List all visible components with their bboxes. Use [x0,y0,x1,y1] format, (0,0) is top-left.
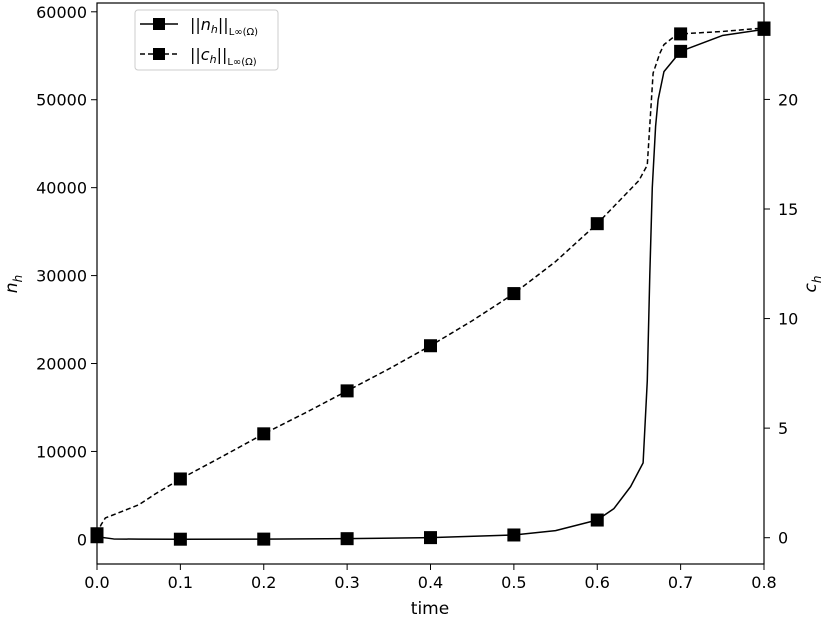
x-tick-label: 0.0 [84,573,109,592]
data-point-c [674,27,688,41]
legend-entry-n: ||nh||L∞(Ω) [140,15,258,38]
x-tick-label: 0.1 [168,573,193,592]
data-point-n [507,528,521,542]
right-y-axis-ticks: 0 5 10 15 20 [764,90,798,548]
data-point-n [674,44,688,58]
data-point-c [90,527,104,541]
left-y-tick-label: 60000 [36,3,87,22]
legend: ||nh||L∞(Ω) ||ch||L∞(Ω) [134,9,279,71]
x-tick-label: 0.3 [334,573,359,592]
data-point-c [173,472,187,486]
left-y-tick-label: 40000 [36,179,87,198]
data-point-c [757,21,771,35]
left-y-tick-label: 0 [77,530,87,549]
x-tick-label: 0.8 [751,573,776,592]
legend-label-n: ||nh||L∞(Ω) [190,15,258,38]
legend-entry-c: ||ch||L∞(Ω) [140,45,257,68]
right-y-axis-label: ch [801,276,824,293]
data-point-c [340,384,354,398]
left-y-tick-label: 50000 [36,91,87,110]
data-point-n [173,532,187,546]
x-axis-ticks: 0.0 0.1 0.2 0.3 0.4 0.5 0.6 0.7 0.8 [84,564,777,592]
left-y-axis-ticks: 0 10000 20000 30000 40000 50000 60000 [36,3,97,549]
right-y-tick-label: 20 [778,90,798,109]
legend-marker-square [153,18,165,30]
series-layer [90,21,771,546]
left-y-tick-label: 20000 [36,355,87,374]
legend-marker-square [153,48,165,60]
right-y-tick-label: 5 [778,419,788,438]
data-point-n [424,531,437,545]
legend-box [134,9,279,71]
data-point-n [590,513,604,527]
legend-label-c: ||ch||L∞(Ω) [190,45,257,68]
left-y-axis-label: nh [2,275,25,293]
right-y-tick-label: 0 [778,529,788,548]
left-y-tick-label: 10000 [36,442,87,461]
data-point-c [507,287,521,301]
x-tick-label: 0.4 [418,573,443,592]
data-point-n [257,532,271,546]
right-y-tick-label: 15 [778,200,798,219]
data-point-c [257,427,271,441]
data-point-n [340,532,354,546]
x-tick-label: 0.7 [668,573,693,592]
x-tick-label: 0.6 [585,573,610,592]
series-line-n [96,28,765,540]
data-point-c [424,339,437,353]
x-tick-label: 0.2 [251,573,276,592]
x-tick-label: 0.5 [501,573,526,592]
x-axis-label: time [411,599,449,619]
right-y-tick-label: 10 [778,310,798,329]
series-line-c [96,27,765,535]
left-y-tick-label: 30000 [36,267,87,286]
data-point-c [590,217,604,231]
plot-frame [96,2,765,565]
